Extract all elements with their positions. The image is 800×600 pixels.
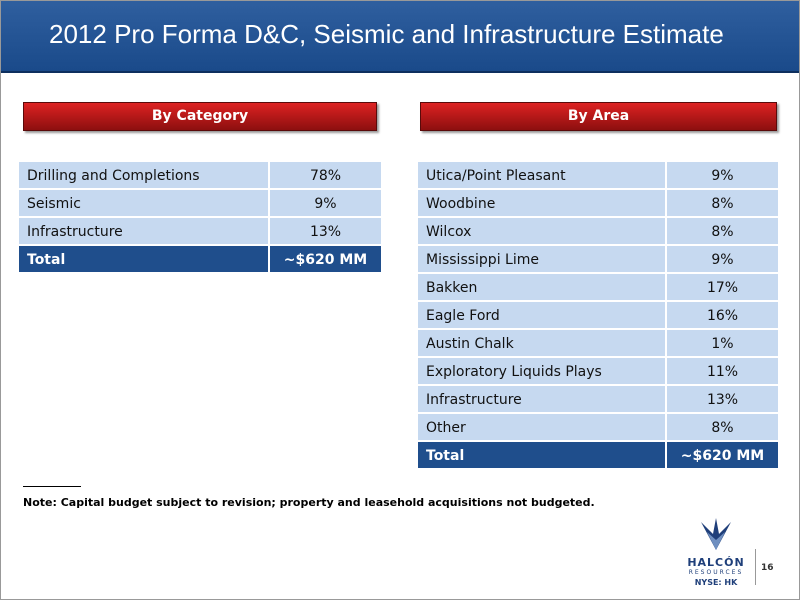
title-bar: 2012 Pro Forma D&C, Seismic and Infrastr… xyxy=(1,1,799,73)
table-row: Bakken 17% xyxy=(417,273,779,301)
logo-name: HALCÓN xyxy=(687,556,745,569)
table-row: Other 8% xyxy=(417,413,779,441)
row-value: 1% xyxy=(666,329,779,357)
row-label: Total xyxy=(417,441,666,469)
logo-sub: RESOURCES xyxy=(688,569,744,576)
table-row: Seismic 9% xyxy=(18,189,382,217)
row-value: ~$620 MM xyxy=(269,245,382,273)
row-label: Other xyxy=(417,413,666,441)
table-row: Eagle Ford 16% xyxy=(417,301,779,329)
category-table: Drilling and Completions 78% Seismic 9% Infr… xyxy=(18,161,382,273)
table-row: Infrastructure 13% xyxy=(417,385,779,413)
row-value: 9% xyxy=(666,161,779,189)
note: Note: Capital budget subject to revision… xyxy=(23,496,595,509)
table-row: Drilling and Completions 78% xyxy=(18,161,382,189)
table-row: Total ~$620 MM xyxy=(18,245,382,273)
section-heading: By Area xyxy=(420,102,777,131)
table-row: Woodbine 8% xyxy=(417,189,779,217)
section-heading: By Category xyxy=(23,102,377,131)
row-label: Bakken xyxy=(417,273,666,301)
table-row: Infrastructure 13% xyxy=(18,217,382,245)
table-row: Exploratory Liquids Plays 11% xyxy=(417,357,779,385)
row-label: Exploratory Liquids Plays xyxy=(417,357,666,385)
table-row: Mississippi Lime 9% xyxy=(417,245,779,273)
title: 2012 Pro Forma D&C, Seismic and Infrastr… xyxy=(49,19,724,49)
note-rule xyxy=(23,486,81,487)
table-row: Austin Chalk 1% xyxy=(417,329,779,357)
row-label: Mississippi Lime xyxy=(417,245,666,273)
row-value: 13% xyxy=(269,217,382,245)
row-label: Infrastructure xyxy=(18,217,269,245)
table-row: Utica/Point Pleasant 9% xyxy=(417,161,779,189)
row-value: 78% xyxy=(269,161,382,189)
row-label: Seismic xyxy=(18,189,269,217)
row-label: Utica/Point Pleasant xyxy=(417,161,666,189)
logo-bird xyxy=(701,518,731,550)
row-label: Woodbine xyxy=(417,189,666,217)
row-value: 8% xyxy=(666,217,779,245)
row-label: Eagle Ford xyxy=(417,301,666,329)
row-label: Wilcox xyxy=(417,217,666,245)
row-value: 13% xyxy=(666,385,779,413)
row-value: 8% xyxy=(666,189,779,217)
row-value: 11% xyxy=(666,357,779,385)
row-label: Drilling and Completions xyxy=(18,161,269,189)
logo-ticker: NYSE: HK xyxy=(694,578,738,587)
row-value: 9% xyxy=(666,245,779,273)
row-value: ~$620 MM xyxy=(666,441,779,469)
area-table: Utica/Point Pleasant 9% Woodbine 8% Wilcox 8%… xyxy=(417,161,779,469)
row-value: 9% xyxy=(269,189,382,217)
logo: HALCÓN RESOURCES NYSE: HK xyxy=(673,516,759,587)
row-label: Infrastructure xyxy=(417,385,666,413)
page-number: 16 xyxy=(761,563,774,573)
row-label: Total xyxy=(18,245,269,273)
table-row: Wilcox 8% xyxy=(417,217,779,245)
row-value: 17% xyxy=(666,273,779,301)
row-label: Austin Chalk xyxy=(417,329,666,357)
row-value: 8% xyxy=(666,413,779,441)
divider xyxy=(755,549,756,585)
row-value: 16% xyxy=(666,301,779,329)
table-row: Total ~$620 MM xyxy=(417,441,779,469)
